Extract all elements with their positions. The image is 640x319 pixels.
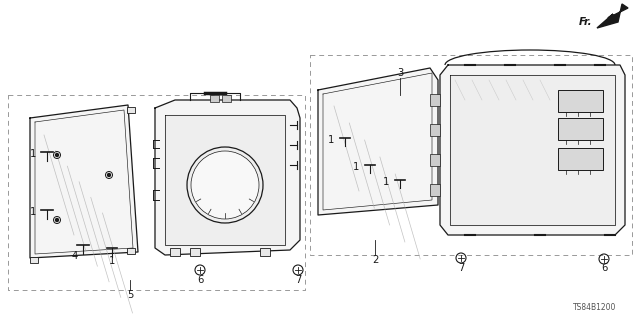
Polygon shape [597,4,628,28]
Polygon shape [165,115,285,245]
Bar [210,95,219,102]
Text: 1: 1 [30,149,36,159]
Text: 2: 2 [372,255,378,265]
Bar [430,94,440,106]
Text: 1: 1 [30,207,36,217]
Text: 1: 1 [383,177,389,187]
Bar [170,248,180,256]
Circle shape [56,219,58,221]
Text: 5: 5 [127,290,133,300]
Text: 1: 1 [328,135,334,145]
Bar [430,124,440,136]
Bar [30,257,38,263]
Circle shape [108,174,111,176]
Bar [558,148,603,170]
Text: Fr.: Fr. [579,17,592,27]
Text: 6: 6 [197,275,203,285]
Circle shape [191,151,259,219]
Bar [558,90,603,112]
Text: 7: 7 [458,263,464,273]
Text: 4: 4 [72,251,78,261]
Polygon shape [450,75,615,225]
Text: 3: 3 [397,68,403,78]
Bar [558,118,603,140]
Text: 6: 6 [601,263,607,273]
Text: TS84B1200: TS84B1200 [573,303,617,313]
Bar [190,248,200,256]
Bar [127,107,135,113]
Polygon shape [440,65,625,235]
Polygon shape [155,100,300,255]
Bar [430,184,440,196]
Circle shape [56,153,58,157]
Text: 1: 1 [109,256,115,266]
Bar [430,154,440,166]
Text: 1: 1 [353,162,359,172]
Bar [127,248,135,254]
Polygon shape [30,105,138,258]
Text: 7: 7 [295,275,301,285]
Bar [260,248,270,256]
Bar [222,95,231,102]
Polygon shape [318,68,438,215]
